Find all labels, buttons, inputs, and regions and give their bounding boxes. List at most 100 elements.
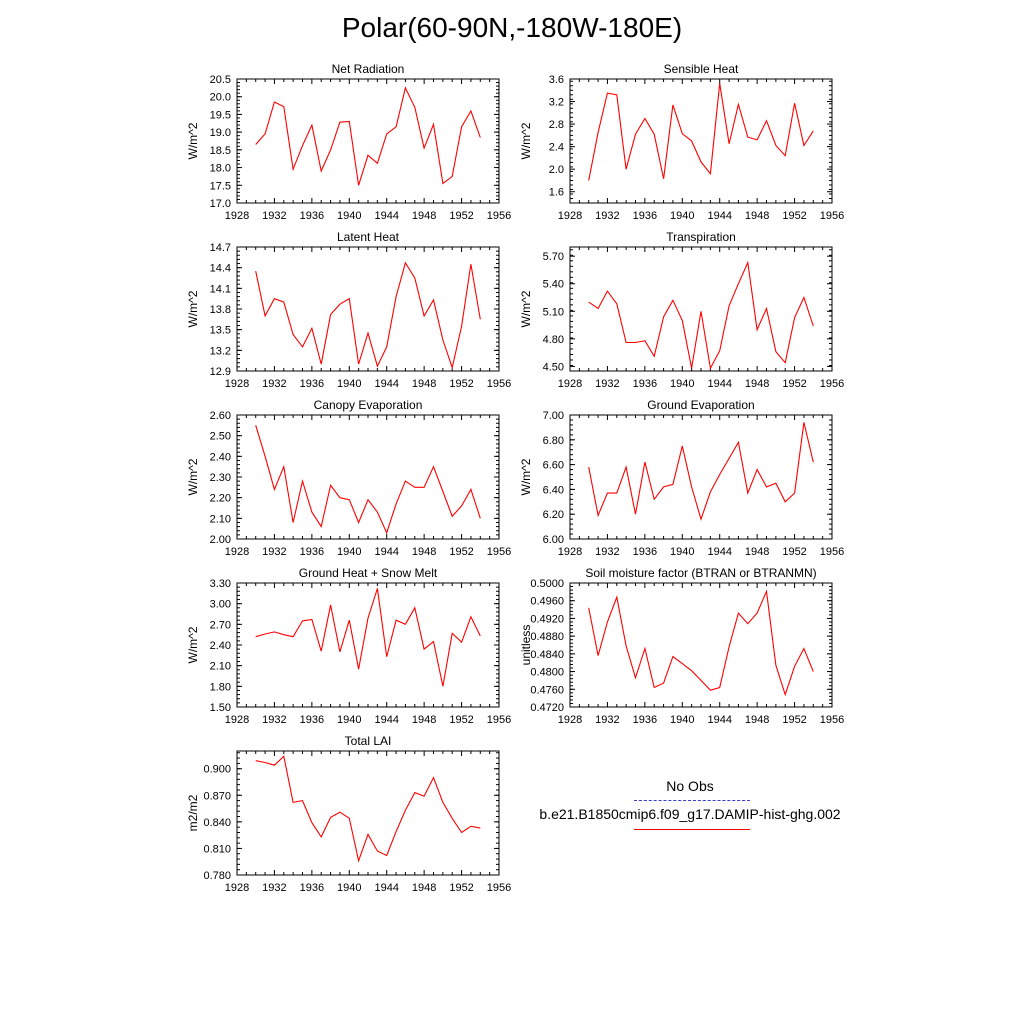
x-tick-label: 1948: [745, 714, 769, 726]
chart-title: Canopy Evaporation: [314, 398, 423, 412]
x-tick-label: 1944: [374, 546, 398, 558]
x-tick-label: 1944: [374, 378, 398, 390]
x-tick-label: 1944: [374, 714, 398, 726]
y-tick-label: 3.2: [549, 97, 564, 109]
x-tick-label: 1928: [225, 210, 249, 222]
y-axis-label: W/m^2: [186, 458, 200, 495]
series-line: [588, 589, 814, 697]
y-tick-label: 2.50: [210, 431, 231, 443]
y-tick-label: 0.4760: [530, 684, 564, 696]
y-tick-label: 2.10: [210, 661, 231, 673]
chart-panel-9: Total LAI 1928 1932 1936 1940 1944 1948 1952 195…: [186, 734, 511, 894]
series-line: [588, 422, 814, 522]
chart-panel-7: Ground Heat + Snow Melt 1928 1932 1936 1940 1…: [186, 566, 511, 726]
plot-frame: [236, 78, 500, 204]
legend: No Obs b.e21.B1850cmip6.f09_g17.DAMIP-hi…: [520, 778, 860, 842]
y-tick-label: 12.9: [210, 366, 231, 378]
y-tick-label: 2.4: [549, 142, 564, 154]
x-tick-label: 1932: [262, 210, 286, 222]
x-tick-label: 1928: [558, 714, 582, 726]
x-tick-label: 1932: [595, 210, 619, 222]
x-tick-label: 1936: [300, 378, 324, 390]
x-tick-label: 1932: [262, 714, 286, 726]
x-tick-label: 1932: [262, 546, 286, 558]
x-tick-label: 1948: [412, 714, 436, 726]
y-tick-label: 18.0: [210, 163, 231, 175]
x-tick-label: 1952: [782, 210, 806, 222]
page-title: Polar(60-90N,-180W-180E): [341, 12, 683, 43]
y-axis-label: W/m^2: [186, 626, 200, 663]
x-tick-label: 1940: [337, 210, 361, 222]
x-tick-label: 1948: [745, 378, 769, 390]
chart-panel-5: Canopy Evaporation 1928 1932 1936 1940 1944 19…: [186, 398, 511, 558]
series-line: [588, 260, 814, 370]
y-tick-label: 2.10: [210, 513, 231, 525]
y-axis-label: W/m^2: [186, 290, 200, 327]
x-tick-label: 1936: [633, 714, 657, 726]
series-line: [255, 755, 481, 863]
plot-frame: [569, 78, 833, 204]
y-tick-label: 5.10: [543, 306, 564, 318]
x-tick-label: 1936: [633, 378, 657, 390]
y-tick-label: 0.5000: [530, 578, 564, 590]
x-tick-label: 1928: [558, 210, 582, 222]
x-tick-label: 1932: [595, 546, 619, 558]
y-tick-label: 14.7: [210, 242, 231, 254]
series-line: [255, 588, 481, 687]
x-tick-label: 1928: [558, 378, 582, 390]
y-tick-label: 4.80: [543, 334, 564, 346]
y-axis-label: W/m^2: [519, 122, 533, 159]
y-tick-label: 14.4: [210, 263, 231, 275]
x-tick-label: 1928: [225, 378, 249, 390]
x-tick-label: 1956: [487, 882, 511, 894]
x-tick-label: 1948: [412, 210, 436, 222]
plot-frame: [236, 414, 500, 540]
y-tick-label: 1.6: [549, 187, 564, 199]
y-axis-label: W/m^2: [519, 290, 533, 327]
x-tick-label: 1952: [782, 546, 806, 558]
y-tick-label: 2.0: [549, 164, 564, 176]
plot-frame: [236, 246, 500, 372]
y-tick-label: 1.80: [210, 681, 231, 693]
x-tick-label: 1956: [487, 378, 511, 390]
x-tick-label: 1932: [262, 378, 286, 390]
x-tick-label: 1940: [670, 546, 694, 558]
x-tick-label: 1940: [670, 210, 694, 222]
series-line: [588, 83, 814, 181]
x-tick-label: 1944: [707, 378, 731, 390]
x-tick-label: 1956: [820, 546, 844, 558]
y-tick-label: 6.60: [543, 460, 564, 472]
y-tick-label: 14.1: [210, 283, 231, 295]
x-tick-label: 1940: [670, 714, 694, 726]
x-tick-label: 1944: [707, 546, 731, 558]
chart-panel-8: Soil moisture factor (BTRAN or BTRANMN) 1…: [519, 566, 844, 726]
y-tick-label: 5.70: [543, 251, 564, 263]
x-tick-label: 1944: [374, 882, 398, 894]
x-tick-label: 1928: [225, 546, 249, 558]
x-tick-label: 1952: [449, 882, 473, 894]
y-tick-label: 20.0: [210, 92, 231, 104]
y-tick-label: 3.30: [210, 578, 231, 590]
series-line: [255, 261, 481, 370]
y-tick-label: 0.4880: [530, 631, 564, 643]
chart-panel-4: Transpiration 1928 1932 1936 1940 1944 1948 195…: [519, 230, 844, 390]
x-tick-label: 1948: [745, 546, 769, 558]
y-tick-label: 2.20: [210, 493, 231, 505]
chart-title: Total LAI: [345, 734, 392, 748]
x-tick-label: 1928: [225, 714, 249, 726]
x-tick-label: 1956: [820, 714, 844, 726]
x-tick-label: 1940: [337, 882, 361, 894]
y-tick-label: 2.70: [210, 619, 231, 631]
y-tick-label: 3.00: [210, 599, 231, 611]
legend-obs-label: No Obs: [666, 778, 714, 794]
plot-frame: [569, 246, 833, 372]
y-tick-label: 2.30: [210, 472, 231, 484]
x-tick-label: 1932: [595, 714, 619, 726]
x-tick-label: 1936: [300, 546, 324, 558]
chart-panel-2: Sensible Heat 1928 1932 1936 1940 1944 1948 195…: [519, 62, 844, 222]
y-tick-label: 2.00: [210, 534, 231, 546]
x-tick-label: 1948: [412, 546, 436, 558]
x-tick-label: 1952: [449, 210, 473, 222]
chart-title: Soil moisture factor (BTRAN or BTRANMN): [585, 566, 816, 580]
